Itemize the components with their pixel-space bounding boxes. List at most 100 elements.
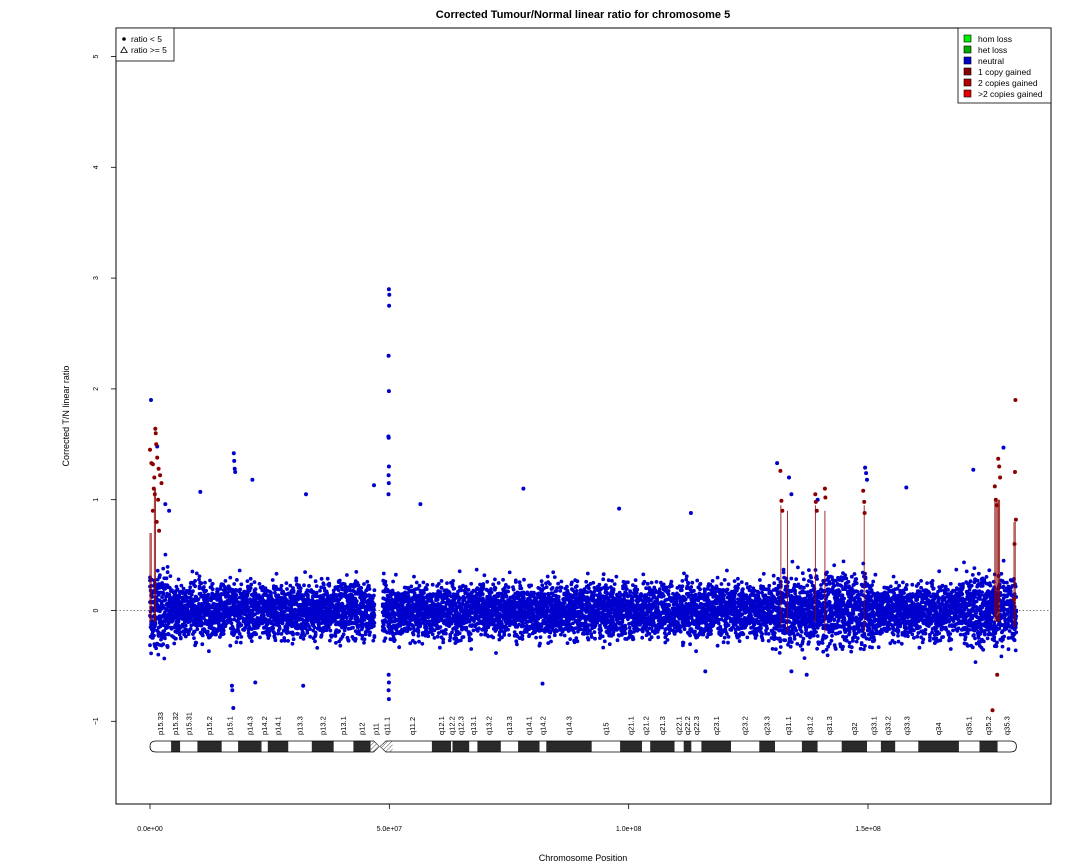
data-point-1-copy-gained — [995, 672, 1000, 677]
data-point-neutral — [789, 669, 794, 674]
ideogram-band — [895, 741, 919, 752]
color-legend-item: 2 copies gained — [963, 78, 1038, 88]
data-point-1-copy-gained — [157, 528, 162, 533]
color-legend-item: het loss — [963, 45, 1007, 55]
ideogram-band-label: q14.3 — [565, 716, 574, 735]
data-point-neutral — [688, 511, 693, 515]
data-point-neutral — [304, 492, 308, 497]
ideogram-band — [841, 741, 868, 752]
data-point-1-copy-gained — [1013, 517, 1018, 522]
data-point-1-copy-gained — [153, 426, 158, 431]
color-legend-item: hom loss — [963, 34, 1012, 44]
ideogram-band-label: q35.2 — [984, 716, 993, 735]
data-point-1-copy-gained — [159, 481, 164, 486]
data-point-neutral — [521, 486, 526, 491]
ideogram-band-label: p15.32 — [171, 712, 180, 735]
y-tick-label: 5 — [93, 54, 100, 58]
data-point-neutral — [198, 489, 203, 494]
ideogram-band — [267, 741, 289, 752]
data-point-neutral — [386, 464, 391, 469]
data-point-1-copy-gained — [862, 499, 867, 504]
neutral-point-cloud — [148, 552, 1019, 664]
ideogram-band-label: p13.1 — [339, 716, 348, 735]
data-point-1-copy-gained — [994, 503, 999, 508]
ideogram-band — [674, 741, 684, 752]
ideogram-band — [691, 741, 702, 752]
ideogram-band — [918, 741, 959, 752]
y-tick-label: −1 — [93, 717, 100, 725]
color-legend-item: neutral — [963, 56, 1004, 66]
ideogram-band-label: p15.2 — [205, 716, 214, 735]
ideogram-band — [238, 741, 262, 752]
color-legend-item: >2 copies gained — [963, 89, 1043, 99]
data-point-neutral — [418, 502, 423, 507]
data-point-1-copy-gained — [861, 488, 866, 493]
ideogram-outline — [149, 740, 1017, 753]
data-point-1-copy-gained — [813, 499, 818, 504]
data-point-neutral — [386, 287, 391, 292]
data-point-neutral — [787, 475, 791, 480]
ideogram-band — [353, 741, 371, 752]
color-legend-label: neutral — [978, 56, 1004, 66]
ideogram-band-label: q13.3 — [505, 716, 514, 735]
ideogram-band — [958, 741, 980, 752]
color-legend-label: >2 copies gained — [978, 89, 1043, 99]
data-point-1-copy-gained — [778, 468, 783, 473]
ideogram-band-label: q22.2 — [683, 716, 692, 735]
data-point-neutral — [387, 303, 392, 308]
plot-area: p15.33 p15.32 p15.31 p15.2 p15.1 p14.3 p14.2 p1… — [115, 27, 1052, 805]
ideogram-band — [171, 741, 181, 752]
ideogram-band — [775, 741, 802, 752]
data-point-1-copy-gained — [154, 442, 159, 447]
ideogram-band-label: p12 — [358, 722, 367, 735]
y-axis: −1 0 1 2 3 4 5 — [93, 54, 116, 725]
data-point-1-copy-gained — [150, 508, 155, 513]
data-point-neutral — [864, 471, 869, 476]
data-point-1-copy-gained — [992, 484, 997, 489]
ideogram-band-label: q12.1 — [437, 716, 446, 735]
data-point-1-copy-gained — [152, 492, 157, 497]
ideogram-band — [539, 741, 547, 752]
color-legend-item: 1 copy gained — [963, 67, 1031, 77]
data-point-neutral — [703, 669, 708, 674]
ideogram-band-label: q12.3 — [456, 716, 465, 735]
data-point-neutral — [386, 680, 391, 685]
data-point-1-copy-gained — [814, 508, 819, 513]
x-axis: 0.0e+00 5.0e+07 1.0e+08 1.5e+08 — [137, 804, 881, 833]
y-axis-label: Corrected T/N linear ratio — [61, 366, 71, 467]
ideogram-band-label: q23.3 — [763, 716, 772, 735]
ideogram-band — [469, 741, 478, 752]
ideogram-band — [650, 741, 675, 752]
ideogram-band — [288, 741, 312, 752]
data-point-neutral — [386, 389, 391, 394]
ideogram-band — [620, 741, 643, 752]
data-points — [148, 287, 1018, 713]
data-point-neutral — [372, 483, 376, 488]
shape-legend: ratio < 5 ratio >= 5 — [115, 27, 175, 62]
y-tick-label: 1 — [93, 498, 100, 502]
data-point-1-copy-gained — [997, 464, 1002, 469]
ideogram-band — [801, 741, 818, 752]
ideogram-band-label: p14.3 — [245, 716, 254, 735]
ideogram-band-label: q33.2 — [884, 716, 893, 735]
data-point-1-copy-gained — [1012, 542, 1017, 546]
ideogram-band — [261, 741, 268, 752]
color-legend-label: hom loss — [978, 34, 1012, 44]
data-point-neutral — [865, 477, 869, 482]
data-point-1-copy-gained — [813, 492, 818, 497]
data-point-1-copy-gained — [1012, 597, 1016, 602]
ideogram-band-label: q22.1 — [675, 716, 684, 735]
ideogram-band — [221, 741, 239, 752]
ideogram-band — [311, 741, 334, 752]
y-tick-label: 4 — [93, 165, 100, 169]
ideogram-band-label: q32 — [850, 722, 859, 735]
x-axis-label: Chromosome Position — [539, 853, 628, 863]
ideogram-band-label: q14.2 — [539, 716, 548, 735]
color-swatch-neutral — [963, 56, 972, 65]
data-point-neutral — [149, 398, 153, 402]
data-point-neutral — [229, 683, 234, 688]
ideogram-band-label: q13.1 — [469, 716, 478, 735]
ideogram-band-label: q33.1 — [870, 716, 879, 735]
data-point-neutral — [904, 485, 909, 490]
